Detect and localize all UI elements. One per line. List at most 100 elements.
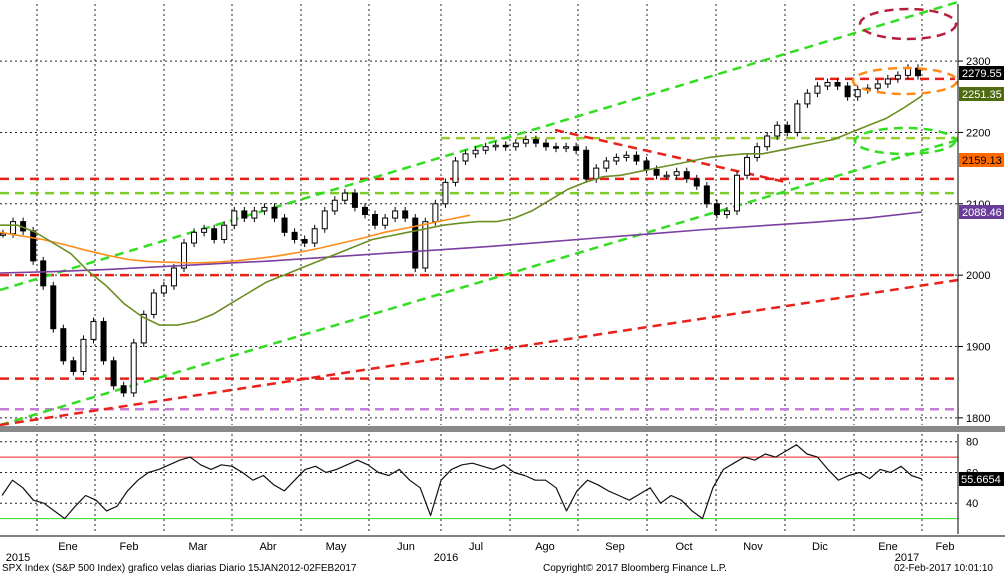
month-label: Ene <box>878 541 898 553</box>
candle-body <box>221 224 228 240</box>
candle-body <box>583 149 590 180</box>
candle-body <box>361 206 368 216</box>
panel-separator <box>0 426 1005 432</box>
candle-body <box>40 260 47 287</box>
candle-body <box>201 228 208 233</box>
candle-body <box>140 313 147 344</box>
panel-divider <box>0 426 1005 432</box>
candle-body <box>593 167 600 180</box>
value-flag-bg-1 <box>959 87 1004 101</box>
candle-body <box>764 135 771 148</box>
candle-body <box>573 146 580 151</box>
value-flag-bg-3 <box>959 205 1004 219</box>
candle-body <box>311 228 318 244</box>
footer: SPX Index (S&P 500 Index) grafico velas … <box>0 563 1005 577</box>
candle-body <box>482 146 489 151</box>
candle-body <box>321 210 328 230</box>
candle-body <box>130 342 137 394</box>
month-label: Feb <box>120 541 139 553</box>
candle-body <box>723 210 730 216</box>
footer-copyright: Copyright© 2017 Bloomberg Finance L.P. <box>543 563 727 574</box>
value-flag-text-0: 2279.55 <box>962 68 1002 80</box>
candle-body <box>643 160 650 171</box>
candle-body <box>804 92 811 105</box>
candle-body <box>422 221 429 269</box>
candle-body <box>512 142 519 148</box>
channel-upper-trendline <box>0 0 959 292</box>
ma-short-line <box>0 95 923 326</box>
candle-body <box>834 81 841 87</box>
candle-body <box>553 146 560 149</box>
candle-body <box>603 160 610 169</box>
candle-body <box>70 360 77 372</box>
price-tick-label: 1900 <box>966 342 990 354</box>
candle-body <box>442 181 449 205</box>
value-flag-text-2: 2159.13 <box>962 155 1002 167</box>
candle-body <box>663 174 670 178</box>
candle-body <box>382 217 389 226</box>
month-label: Jun <box>397 541 415 553</box>
candle-body <box>472 149 479 155</box>
candle-body <box>170 267 177 287</box>
candle-body <box>160 285 167 294</box>
candle-body <box>402 210 409 219</box>
candle-body <box>241 210 248 219</box>
candle-body <box>713 203 720 216</box>
candle-body <box>50 285 57 330</box>
chart-svg: 180019002000210022002300406080EneFebMarA… <box>0 0 1005 563</box>
candle-body <box>291 231 298 240</box>
channel-lower-trendline <box>0 138 959 427</box>
candle-body <box>191 231 198 244</box>
month-label: Ago <box>535 541 555 553</box>
month-label: Dic <box>812 541 828 553</box>
value-flag-bg-2 <box>959 153 1004 167</box>
candle-body <box>784 124 791 133</box>
annotation-ellipses <box>851 7 959 156</box>
candle-body <box>734 174 741 212</box>
candle-body <box>462 153 469 162</box>
candle-body <box>150 292 157 315</box>
rsi-value-flag-text: 55.6654 <box>961 474 1001 486</box>
value-flag-text-3: 2088.46 <box>962 207 1002 219</box>
candle-body <box>331 199 338 212</box>
candle-body <box>80 338 87 372</box>
candle-body <box>301 238 308 244</box>
candle-body <box>251 210 258 219</box>
month-label: Abr <box>259 541 276 553</box>
reference-lines <box>0 0 959 427</box>
candle-body <box>884 78 891 85</box>
candle-body <box>10 221 17 235</box>
candle-body <box>623 154 630 158</box>
candle-body <box>683 171 690 180</box>
ma-very-long-line <box>0 211 923 274</box>
month-label: Sep <box>605 541 625 553</box>
price-tick-label: 2200 <box>966 127 990 139</box>
price-tick-label: 2300 <box>966 56 990 68</box>
candle-body <box>271 206 278 219</box>
candle-body <box>372 214 379 226</box>
year-label: 2015 <box>6 552 30 563</box>
candle-body <box>30 230 37 262</box>
price-series <box>0 64 923 397</box>
candle-body <box>110 360 117 387</box>
candle-body <box>774 124 781 137</box>
footer-timestamp: 02-Feb-2017 10:01:10 <box>894 563 993 574</box>
ellipse-current-zone <box>851 66 959 96</box>
candle-body <box>90 321 97 340</box>
candle-body <box>532 139 539 144</box>
long-support-trendline <box>0 278 959 427</box>
candle-body <box>633 154 640 162</box>
ellipse-target-zone <box>858 7 958 41</box>
value-labels: 2279.55 2251.35 2159.13 2088.46 55.6654 <box>959 66 1004 486</box>
candle-body <box>392 210 399 219</box>
year-label: 2017 <box>895 552 919 563</box>
footer-left: SPX Index (S&P 500 Index) grafico velas … <box>2 563 357 574</box>
candle-body <box>693 178 700 187</box>
month-label: May <box>326 541 347 553</box>
candle-body <box>60 328 67 362</box>
axes: 180019002000210022002300406080EneFebMarA… <box>0 4 1005 563</box>
ellipse-support-zone <box>853 126 957 156</box>
candle-body <box>120 385 127 394</box>
rsi-tick-label: 80 <box>966 437 978 449</box>
